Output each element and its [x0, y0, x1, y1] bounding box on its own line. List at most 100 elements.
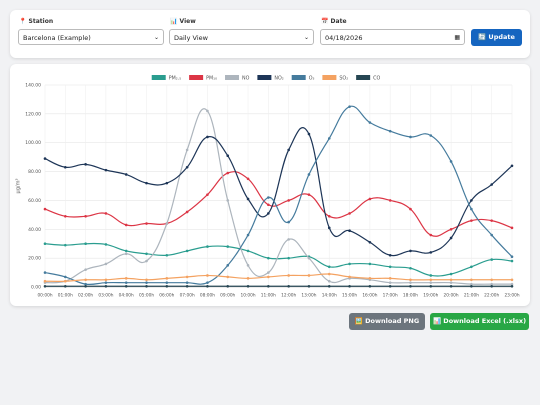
y-tick-label: 140.00	[25, 83, 41, 89]
data-point	[206, 281, 209, 284]
series-line	[44, 105, 513, 286]
data-point	[185, 284, 189, 288]
legend-swatch	[356, 75, 371, 80]
x-tick-label: 21:00h	[464, 293, 479, 299]
legend-label: O₃	[309, 76, 315, 82]
data-point	[449, 281, 453, 284]
data-point	[490, 233, 493, 237]
view-select[interactable]: Daily View ⌄	[169, 29, 314, 45]
data-point	[165, 277, 169, 280]
data-point	[185, 165, 189, 169]
data-point	[104, 168, 108, 172]
data-point	[64, 215, 67, 218]
legend-label: SO₂	[339, 76, 348, 82]
data-point	[470, 265, 473, 269]
x-tick-label: 08:00h	[200, 293, 215, 299]
data-point	[287, 284, 290, 288]
data-point	[307, 274, 311, 277]
data-point	[327, 272, 331, 276]
data-point	[510, 284, 514, 288]
y-tick-label: 0.00	[31, 285, 41, 291]
legend-label: NO₂	[274, 76, 283, 82]
data-point	[246, 233, 250, 237]
x-tick-label: 01:00h	[58, 293, 73, 299]
data-point	[246, 284, 250, 288]
data-point	[124, 277, 128, 280]
data-point	[449, 272, 453, 276]
series-line	[44, 171, 513, 237]
date-label: 📅 Date	[321, 18, 347, 25]
data-point	[429, 251, 433, 254]
data-point	[388, 253, 392, 257]
date-input[interactable]: 04/18/2026 ▦	[320, 29, 465, 45]
download-excel-button[interactable]: 📊 Download Excel (.xlsx)	[430, 313, 529, 330]
data-point	[510, 226, 514, 230]
data-point	[307, 256, 311, 260]
data-point	[348, 275, 351, 279]
series-line	[44, 242, 513, 277]
data-point	[470, 219, 473, 222]
data-point	[490, 284, 493, 288]
data-point	[510, 164, 514, 168]
data-point	[368, 121, 372, 124]
data-point	[84, 268, 87, 271]
data-point	[510, 255, 514, 258]
data-point	[206, 109, 209, 113]
y-axis-label: µg/m³	[16, 179, 22, 194]
data-point	[246, 264, 250, 267]
data-point	[104, 281, 108, 284]
legend: PM₂.₅ PM₁₀ NO NO₂ O₃ SO₂ CO	[151, 75, 380, 82]
download-png-button[interactable]: 🖼️ Download PNG	[349, 313, 425, 330]
update-button[interactable]: 🔄 Update	[471, 29, 522, 46]
legend-swatch	[291, 75, 306, 80]
x-tick-label: 18:00h	[403, 293, 418, 299]
data-point	[490, 278, 493, 282]
data-point	[388, 281, 392, 284]
data-point	[64, 275, 67, 279]
data-point	[348, 229, 351, 233]
data-point	[43, 157, 47, 160]
data-point	[246, 277, 250, 280]
data-point	[409, 207, 412, 211]
station-select[interactable]: Barcelona (Example) ⌄	[18, 29, 164, 45]
x-tick-label: 03:00h	[98, 293, 113, 299]
data-point	[307, 193, 311, 196]
data-point	[449, 284, 453, 288]
date-value: 04/18/2026	[325, 34, 363, 42]
x-tick-label: 20:00h	[444, 293, 459, 299]
data-point	[307, 284, 311, 288]
data-point	[409, 135, 412, 139]
y-tick-label: 60.00	[28, 198, 41, 204]
data-point	[84, 278, 87, 282]
controls-card: 📍 Station Barcelona (Example) ⌄ 📊 View Da…	[10, 10, 530, 58]
data-point	[104, 212, 108, 215]
data-point	[388, 277, 392, 280]
chart-card: µg/m³ 0.00 20.00 40.00 60.00 80.00 100.00 120.…	[10, 64, 530, 306]
data-point	[368, 240, 372, 244]
x-tick-label: 11:00h	[261, 293, 276, 299]
data-point	[287, 274, 290, 277]
series-line	[44, 273, 512, 282]
x-tick-label: 12:00h	[281, 293, 296, 299]
x-tick-label: 00:00h	[37, 293, 52, 299]
x-tick-label: 16:00h	[362, 293, 377, 299]
data-point	[64, 284, 67, 288]
data-point	[124, 173, 128, 176]
data-point	[287, 238, 290, 241]
data-point	[510, 278, 514, 282]
data-point	[185, 148, 189, 152]
legend-swatch	[257, 75, 272, 80]
x-tick-label: 13:00h	[301, 293, 316, 299]
data-point	[429, 274, 433, 277]
legend-swatch	[225, 75, 240, 80]
data-point	[409, 249, 412, 253]
data-point	[104, 284, 108, 288]
data-point	[510, 259, 514, 263]
data-point	[165, 284, 169, 288]
data-point	[124, 252, 128, 256]
y-tick-label: 40.00	[28, 227, 41, 233]
legend-label: PM₁₀	[206, 76, 217, 82]
y-tick-label: 20.00	[28, 256, 41, 262]
data-point	[409, 266, 412, 270]
station-value: Barcelona (Example)	[23, 34, 91, 42]
